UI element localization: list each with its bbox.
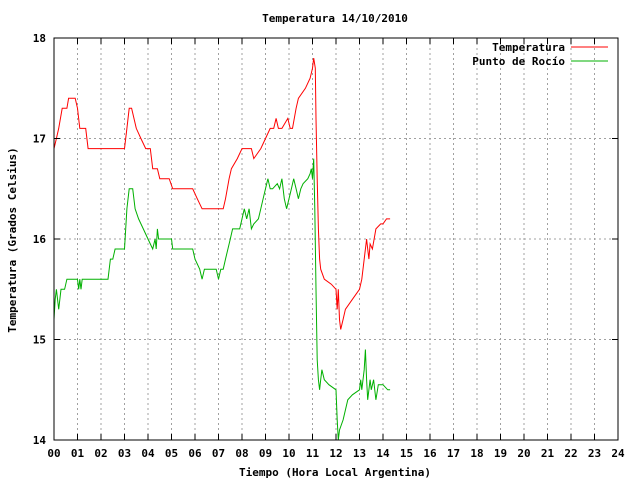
x-tick-label: 13: [353, 447, 366, 460]
y-tick-label: 16: [33, 233, 47, 246]
y-axis-label: Temperatura (Grados Celsius): [6, 147, 19, 332]
x-tick-label: 19: [494, 447, 507, 460]
legend-label: Temperatura: [492, 41, 565, 54]
x-tick-label: 24: [611, 447, 625, 460]
grid-lines: [54, 38, 618, 440]
series-line-2: [53, 158, 391, 441]
y-tick-label: 14: [33, 434, 47, 447]
x-tick-label: 06: [188, 447, 202, 460]
x-tick-label: 12: [329, 447, 342, 460]
x-tick-label: 07: [212, 447, 225, 460]
x-tick-label: 15: [400, 447, 413, 460]
x-tick-label: 16: [423, 447, 437, 460]
y-tick-label: 17: [33, 133, 46, 146]
x-tick-label: 00: [47, 447, 60, 460]
x-tick-label: 10: [282, 447, 295, 460]
y-tick-label: 18: [33, 32, 46, 45]
x-tick-label: 05: [165, 447, 178, 460]
x-tick-label: 21: [541, 447, 555, 460]
x-tick-label: 11: [306, 447, 320, 460]
x-tick-label: 22: [564, 447, 577, 460]
x-tick-label: 14: [376, 447, 390, 460]
y-tick-label: 15: [33, 334, 46, 347]
chart-title: Temperatura 14/10/2010: [262, 12, 408, 25]
axis-ticks: 00 01 02 03 04 05 06 07 08 09 10 11 12 13 14 15 16 17 18 19…: [33, 32, 625, 460]
series-line-1: [53, 58, 391, 330]
legend-label: Punto de Rocío: [472, 55, 565, 68]
x-tick-label: 09: [259, 447, 272, 460]
x-tick-label: 23: [588, 447, 601, 460]
x-tick-label: 18: [470, 447, 483, 460]
x-tick-label: 08: [235, 447, 248, 460]
x-tick-label: 01: [71, 447, 85, 460]
x-tick-label: 20: [517, 447, 530, 460]
x-tick-label: 02: [94, 447, 107, 460]
series-layer: [53, 58, 391, 441]
x-tick-label: 03: [118, 447, 131, 460]
x-tick-label: 17: [447, 447, 460, 460]
x-tick-label: 04: [141, 447, 155, 460]
x-axis-label: Tiempo (Hora Local Argentina): [239, 466, 431, 479]
